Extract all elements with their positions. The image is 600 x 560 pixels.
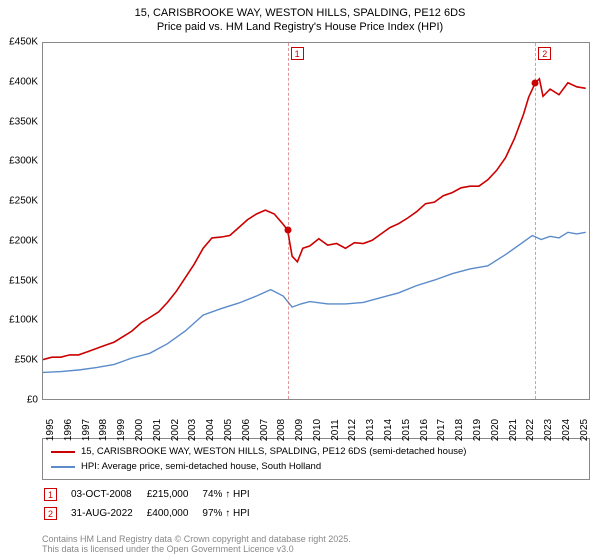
x-axis-label: 2016 xyxy=(419,419,430,441)
x-axis-label: 2000 xyxy=(134,419,145,441)
legend-label-property: 15, CARISBROOKE WAY, WESTON HILLS, SPALD… xyxy=(81,444,466,459)
y-axis-label: £300K xyxy=(2,156,38,167)
legend: 15, CARISBROOKE WAY, WESTON HILLS, SPALD… xyxy=(42,438,590,480)
x-axis-label: 2024 xyxy=(561,419,572,441)
x-axis-label: 2019 xyxy=(472,419,483,441)
sale-point xyxy=(284,226,291,233)
title-line1: 15, CARISBROOKE WAY, WESTON HILLS, SPALD… xyxy=(10,6,590,20)
sale-marker-badge: 2 xyxy=(538,47,551,60)
copyright-line1: Contains HM Land Registry data © Crown c… xyxy=(42,534,351,544)
x-axis-label: 2015 xyxy=(401,419,412,441)
sale-vline xyxy=(535,43,536,399)
x-axis-label: 2004 xyxy=(205,419,216,441)
sale-marker-badge: 1 xyxy=(291,47,304,60)
legend-swatch-property xyxy=(51,451,75,453)
x-axis-label: 2020 xyxy=(490,419,501,441)
x-axis-label: 2017 xyxy=(436,419,447,441)
sales-table: 1 03-OCT-2008£215,00074% ↑ HPI 2 31-AUG-202… xyxy=(42,484,264,524)
x-axis-label: 2005 xyxy=(223,419,234,441)
table-row: 1 03-OCT-2008£215,00074% ↑ HPI xyxy=(44,486,262,503)
x-axis-label: 1998 xyxy=(98,419,109,441)
sale-pct: 74% ↑ HPI xyxy=(202,486,261,503)
y-axis-label: £350K xyxy=(2,116,38,127)
x-axis-label: 2009 xyxy=(294,419,305,441)
x-axis-label: 2002 xyxy=(170,419,181,441)
y-axis-label: £450K xyxy=(2,37,38,48)
y-axis-label: £50K xyxy=(2,355,38,366)
legend-label-hpi: HPI: Average price, semi-detached house,… xyxy=(81,459,321,474)
legend-swatch-hpi xyxy=(51,466,75,468)
sale-badge: 1 xyxy=(44,488,57,501)
table-row: 2 31-AUG-2022£400,00097% ↑ HPI xyxy=(44,505,262,522)
y-axis-label: £150K xyxy=(2,275,38,286)
y-axis-label: £0 xyxy=(2,395,38,406)
x-axis-label: 1995 xyxy=(45,419,56,441)
sale-badge-cell: 2 xyxy=(44,505,69,522)
legend-row-hpi: HPI: Average price, semi-detached house,… xyxy=(51,459,581,474)
x-axis-label: 1997 xyxy=(81,419,92,441)
sale-badge-cell: 1 xyxy=(44,486,69,503)
y-axis-label: £400K xyxy=(2,76,38,87)
sale-date: 31-AUG-2022 xyxy=(71,505,145,522)
y-axis-label: £250K xyxy=(2,196,38,207)
sale-price: £215,000 xyxy=(147,486,201,503)
sale-date: 03-OCT-2008 xyxy=(71,486,145,503)
x-axis-label: 2023 xyxy=(543,419,554,441)
x-axis-label: 2022 xyxy=(525,419,536,441)
x-axis-label: 1999 xyxy=(116,419,127,441)
sale-point xyxy=(532,79,539,86)
x-axis-label: 2018 xyxy=(454,419,465,441)
x-axis-label: 2006 xyxy=(241,419,252,441)
copyright-line2: This data is licensed under the Open Gov… xyxy=(42,544,351,554)
x-axis-label: 1996 xyxy=(63,419,74,441)
sale-badge: 2 xyxy=(44,507,57,520)
x-axis-label: 2012 xyxy=(347,419,358,441)
chart-title: 15, CARISBROOKE WAY, WESTON HILLS, SPALD… xyxy=(0,0,600,39)
x-axis-label: 2021 xyxy=(508,419,519,441)
title-line2: Price paid vs. HM Land Registry's House … xyxy=(10,20,590,34)
chart-plot-area: 12 xyxy=(42,42,590,400)
sale-pct: 97% ↑ HPI xyxy=(202,505,261,522)
y-axis-label: £200K xyxy=(2,235,38,246)
sale-vline xyxy=(288,43,289,399)
x-axis-label: 2007 xyxy=(259,419,270,441)
sale-price: £400,000 xyxy=(147,505,201,522)
x-axis-label: 2010 xyxy=(312,419,323,441)
chart-svg xyxy=(43,43,591,401)
x-axis-label: 2003 xyxy=(187,419,198,441)
x-axis-label: 2011 xyxy=(330,419,341,441)
x-axis-label: 2025 xyxy=(579,419,590,441)
x-axis-label: 2014 xyxy=(383,419,394,441)
legend-row-property: 15, CARISBROOKE WAY, WESTON HILLS, SPALD… xyxy=(51,444,581,459)
x-axis-label: 2001 xyxy=(152,419,163,441)
x-axis-label: 2008 xyxy=(276,419,287,441)
copyright: Contains HM Land Registry data © Crown c… xyxy=(42,534,351,554)
y-axis-label: £100K xyxy=(2,315,38,326)
x-axis-label: 2013 xyxy=(365,419,376,441)
